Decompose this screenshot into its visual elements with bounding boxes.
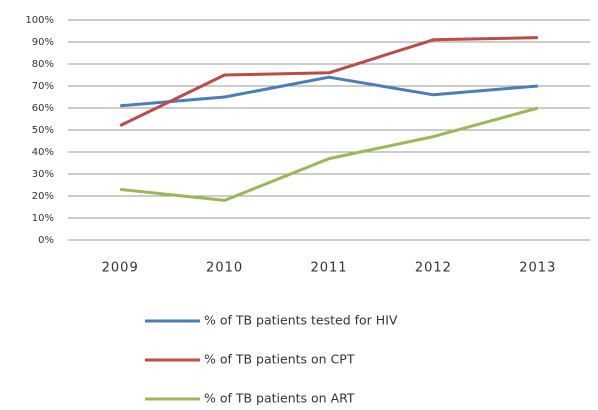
legend-label: % of TB patients on ART: [204, 391, 355, 406]
legend-label: % of TB patients on CPT: [204, 352, 355, 367]
series-line: [119, 36, 538, 127]
y-tick-label: 40%: [32, 147, 54, 158]
y-tick-label: 10%: [32, 213, 54, 224]
legend-label: % of TB patients tested for HIV: [204, 313, 398, 328]
y-tick-label: 60%: [32, 103, 54, 114]
y-tick-label: 70%: [32, 81, 54, 92]
y-tick-label: 50%: [32, 125, 54, 136]
y-tick-label: 90%: [32, 37, 54, 48]
series-line: [120, 75, 538, 108]
y-tick-label: 30%: [32, 169, 54, 180]
x-tick-label: 2011: [310, 261, 347, 276]
x-tick-label: 2013: [519, 261, 556, 276]
y-tick-label: 20%: [32, 191, 54, 202]
x-tick-label: 2009: [102, 261, 139, 276]
series-line: [120, 106, 539, 202]
y-tick-label: 100%: [25, 15, 54, 26]
x-tick-label: 2010: [206, 261, 243, 276]
y-tick-label: 0%: [38, 235, 54, 246]
x-tick-label: 2012: [415, 261, 452, 276]
y-tick-label: 80%: [32, 59, 54, 70]
